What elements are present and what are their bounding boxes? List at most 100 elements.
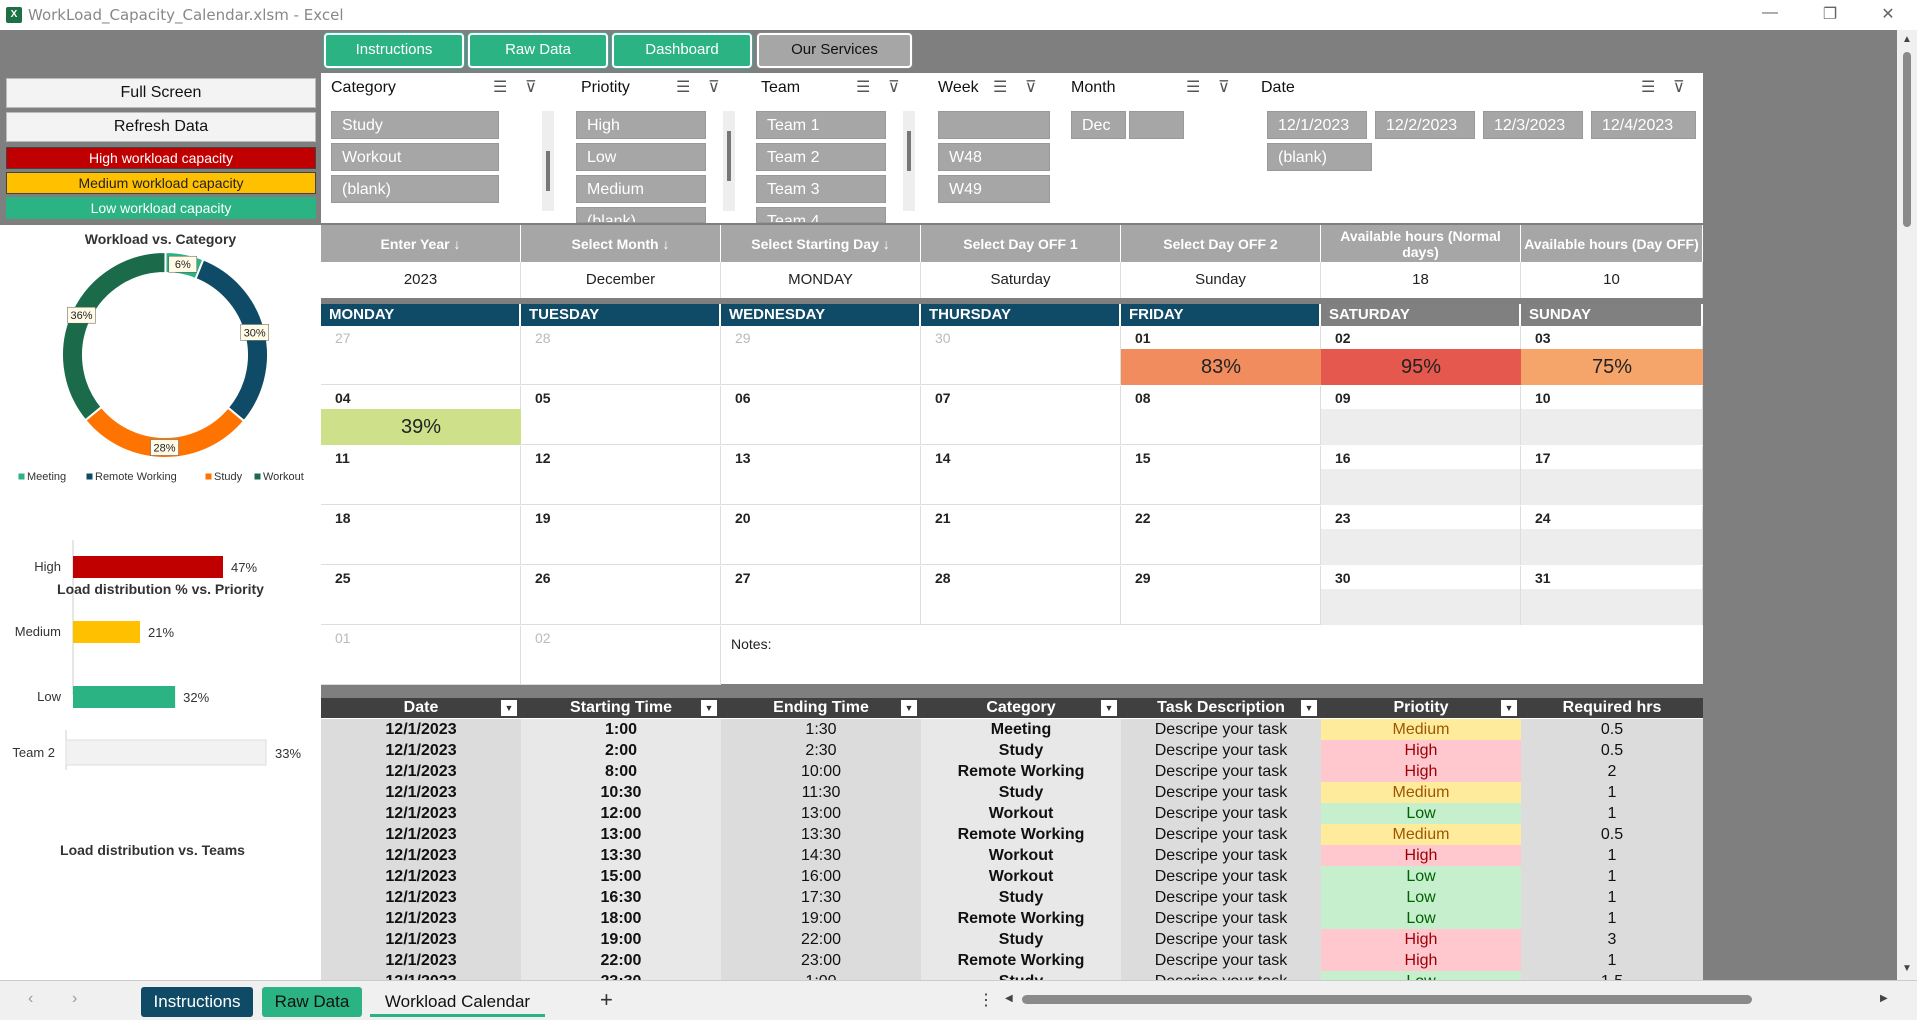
nav-instructions-button[interactable]: Instructions: [324, 33, 464, 68]
slicer-item[interactable]: W48: [938, 143, 1050, 171]
add-sheet-icon[interactable]: +: [600, 987, 613, 1012]
hscroll-left-icon[interactable]: ◀: [1005, 993, 1013, 1004]
nav-raw-data-button[interactable]: Raw Data: [468, 33, 608, 68]
full-screen-button[interactable]: Full Screen: [6, 78, 316, 108]
slicer-item[interactable]: Workout: [331, 143, 499, 171]
slicer-scrollbar[interactable]: [723, 111, 735, 211]
table-row[interactable]: 12/1/2023 1:00 1:30 Meeting Descripe your ta…: [321, 719, 1703, 740]
calendar-day-cell[interactable]: 02: [521, 626, 721, 685]
calendar-day-cell[interactable]: 20: [721, 506, 921, 565]
param-value[interactable]: Saturday: [921, 262, 1121, 298]
table-row[interactable]: 12/1/2023 16:30 17:30 Study Descripe your ta…: [321, 887, 1703, 908]
clear-filter-icon[interactable]: ⊽: [888, 79, 900, 96]
multi-select-icon[interactable]: ☰: [856, 79, 871, 96]
calendar-day-cell[interactable]: 30: [921, 326, 1121, 385]
clear-filter-icon[interactable]: ⊽: [1025, 79, 1037, 96]
param-value[interactable]: 18: [1321, 262, 1521, 298]
close-icon[interactable]: ✕: [1881, 6, 1895, 23]
filter-dropdown-icon[interactable]: ▼: [901, 700, 917, 716]
hscroll-right-icon[interactable]: ▶: [1880, 993, 1888, 1004]
horizontal-scroll-thumb[interactable]: [1022, 995, 1752, 1004]
table-row[interactable]: 12/1/2023 15:00 16:00 Workout Descripe your …: [321, 866, 1703, 887]
calendar-day-cell[interactable]: 26: [521, 566, 721, 625]
calendar-day-cell[interactable]: 28: [521, 326, 721, 385]
param-value[interactable]: 10: [1521, 262, 1703, 298]
slicer-item[interactable]: (blank): [1267, 143, 1372, 171]
multi-select-icon[interactable]: ☰: [676, 79, 691, 96]
calendar-day-cell[interactable]: 11: [321, 446, 521, 505]
calendar-day-cell[interactable]: 17: [1521, 446, 1703, 505]
slicer-item[interactable]: Low: [576, 143, 706, 171]
calendar-day-cell[interactable]: 25: [321, 566, 521, 625]
table-row[interactable]: 12/1/2023 8:00 10:00 Remote Working Descripe…: [321, 761, 1703, 782]
param-value[interactable]: 2023: [321, 262, 521, 298]
slicer-item[interactable]: 12/2/2023: [1375, 111, 1475, 139]
slicer-scrollbar[interactable]: [542, 111, 554, 211]
minimize-icon[interactable]: —: [1762, 4, 1778, 21]
slicer-item[interactable]: 12/1/2023: [1267, 111, 1367, 139]
calendar-day-cell[interactable]: 15: [1121, 446, 1321, 505]
clear-filter-icon[interactable]: ⊽: [708, 79, 720, 96]
nav-our-services-button[interactable]: Our Services: [757, 33, 912, 68]
table-row[interactable]: 12/1/2023 2:00 2:30 Study Descripe your task…: [321, 740, 1703, 761]
refresh-data-button[interactable]: Refresh Data: [6, 112, 316, 142]
calendar-day-cell[interactable]: 22: [1121, 506, 1321, 565]
calendar-day-cell[interactable]: 31: [1521, 566, 1703, 625]
slicer-item[interactable]: W49: [938, 175, 1050, 203]
param-value[interactable]: Sunday: [1121, 262, 1321, 298]
table-row[interactable]: 12/1/2023 18:00 19:00 Remote Working Descrip…: [321, 908, 1703, 929]
multi-select-icon[interactable]: ☰: [1186, 79, 1201, 96]
calendar-day-cell[interactable]: 09: [1321, 386, 1521, 445]
slicer-item[interactable]: Team 3: [756, 175, 886, 203]
calendar-day-cell[interactable]: 29: [721, 326, 921, 385]
param-value[interactable]: MONDAY: [721, 262, 921, 298]
prev-sheet-icon[interactable]: ‹: [28, 990, 34, 1007]
calendar-day-cell[interactable]: 01: [321, 626, 521, 685]
calendar-day-cell[interactable]: 30: [1321, 566, 1521, 625]
slicer-item[interactable]: 12/4/2023: [1591, 111, 1696, 139]
filter-dropdown-icon[interactable]: ▼: [1301, 700, 1317, 716]
calendar-day-cell[interactable]: 07: [921, 386, 1121, 445]
calendar-day-cell[interactable]: 08: [1121, 386, 1321, 445]
multi-select-icon[interactable]: ☰: [493, 79, 508, 96]
slicer-item[interactable]: [938, 111, 1050, 139]
clear-filter-icon[interactable]: ⊽: [1218, 79, 1230, 96]
slicer-item[interactable]: Medium: [576, 175, 706, 203]
table-row[interactable]: 12/1/2023 22:00 23:00 Remote Working Descrip…: [321, 950, 1703, 971]
multi-select-icon[interactable]: ☰: [1641, 79, 1656, 96]
restore-icon[interactable]: ❐: [1822, 6, 1838, 23]
calendar-day-cell[interactable]: 10: [1521, 386, 1703, 445]
filter-dropdown-icon[interactable]: ▼: [501, 700, 517, 716]
clear-filter-icon[interactable]: ⊽: [525, 79, 537, 96]
slicer-item[interactable]: Dec: [1071, 111, 1126, 139]
nav-dashboard-button[interactable]: Dashboard: [612, 33, 752, 68]
slicer-scrollbar[interactable]: [903, 111, 915, 211]
more-options-icon[interactable]: ⋮: [978, 992, 994, 1009]
slicer-item[interactable]: High: [576, 111, 706, 139]
calendar-day-cell[interactable]: 27: [721, 566, 921, 625]
scroll-up-icon[interactable]: ▲: [1902, 34, 1912, 45]
calendar-day-cell[interactable]: 13: [721, 446, 921, 505]
calendar-day-cell[interactable]: 23: [1321, 506, 1521, 565]
slicer-item[interactable]: (blank): [576, 207, 706, 223]
slicer-item[interactable]: Team 4: [756, 207, 886, 223]
filter-dropdown-icon[interactable]: ▼: [1101, 700, 1117, 716]
tab-raw-data[interactable]: Raw Data: [262, 987, 362, 1017]
table-row[interactable]: 12/1/2023 10:30 11:30 Study Descripe your ta…: [321, 782, 1703, 803]
slicer-item[interactable]: Team 1: [756, 111, 886, 139]
filter-dropdown-icon[interactable]: ▼: [1501, 700, 1517, 716]
slicer-scroll-thumb[interactable]: [546, 151, 550, 191]
scroll-down-icon[interactable]: ▼: [1902, 963, 1912, 974]
slicer-scroll-thumb[interactable]: [907, 131, 911, 171]
slicer-item[interactable]: Study: [331, 111, 499, 139]
calendar-day-cell[interactable]: 29: [1121, 566, 1321, 625]
calendar-day-cell[interactable]: 19: [521, 506, 721, 565]
multi-select-icon[interactable]: ☰: [993, 79, 1008, 96]
calendar-day-cell[interactable]: 16: [1321, 446, 1521, 505]
calendar-day-cell[interactable]: 06: [721, 386, 921, 445]
tab-instructions[interactable]: Instructions: [141, 987, 253, 1017]
tab-workload-calendar[interactable]: Workload Calendar: [370, 987, 545, 1017]
table-row[interactable]: 12/1/2023 12:00 13:00 Workout Descripe your …: [321, 803, 1703, 824]
calendar-day-cell[interactable]: 14: [921, 446, 1121, 505]
